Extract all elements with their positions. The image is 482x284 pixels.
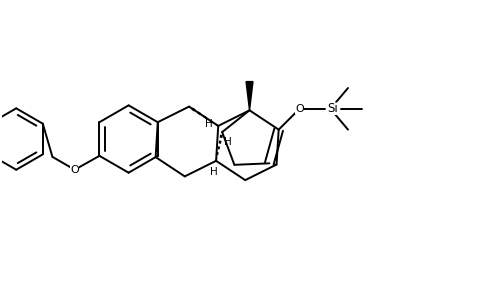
Text: H: H [205, 119, 213, 129]
Text: Si: Si [327, 102, 337, 115]
Text: O: O [70, 165, 79, 175]
Text: O: O [295, 104, 304, 114]
Polygon shape [246, 82, 253, 110]
Text: H: H [224, 137, 232, 147]
Text: H: H [210, 167, 217, 177]
